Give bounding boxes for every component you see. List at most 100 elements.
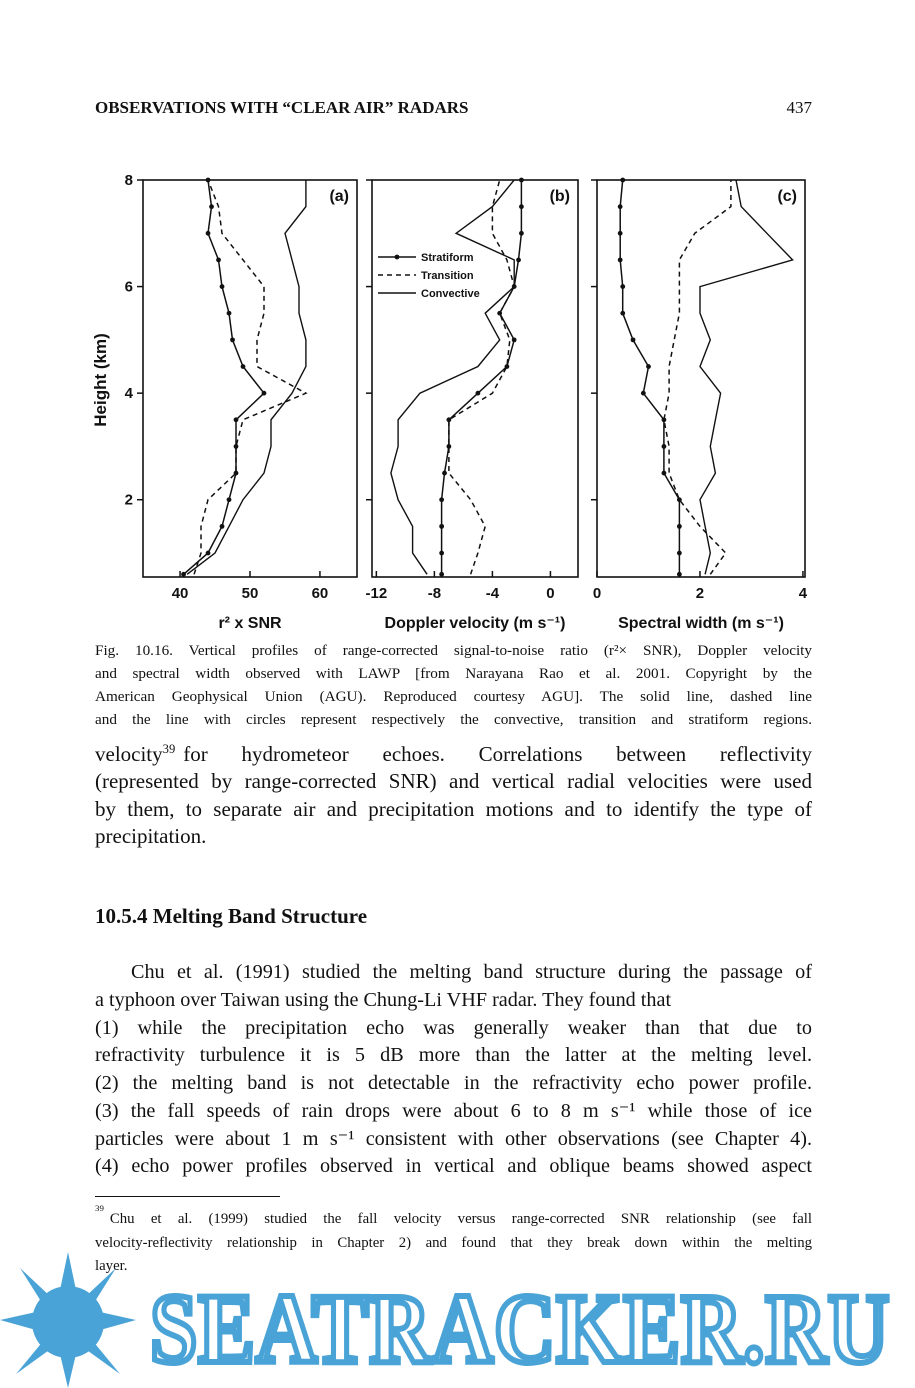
profile-point bbox=[511, 337, 517, 343]
x-tick-label: 40 bbox=[172, 585, 189, 602]
profile-point bbox=[446, 417, 452, 423]
panel-label: (b) bbox=[550, 188, 570, 205]
footnote-line: 39 Chu et al. (1999) studied the fall ve… bbox=[95, 1203, 812, 1231]
profile-line bbox=[186, 180, 307, 575]
profile-point bbox=[219, 284, 225, 289]
body-line: a typhoon over Taiwan using the Chung-Li… bbox=[95, 989, 672, 1011]
x-tick-label: 4 bbox=[799, 585, 808, 602]
body-line: Chu et al. (1991) studied the melting ba… bbox=[131, 961, 812, 983]
panel-label: (a) bbox=[329, 188, 349, 205]
profile-point bbox=[661, 470, 667, 476]
body-line: (4) echo power profiles observed in vert… bbox=[95, 1155, 812, 1177]
body-line: particles were about 1 m s⁻¹ consistent … bbox=[95, 1128, 812, 1150]
profile-point bbox=[439, 571, 445, 577]
y-axis-label: Height (km) bbox=[91, 333, 110, 427]
caption-line: and spectral width observed with LAWP [f… bbox=[95, 665, 812, 682]
x-tick-label: -8 bbox=[428, 585, 441, 602]
profile-point bbox=[181, 571, 186, 577]
axes-frame bbox=[142, 179, 358, 578]
body-line: by them, to separate air and precipitati… bbox=[95, 797, 812, 821]
profile-point bbox=[233, 470, 239, 476]
profile-point bbox=[446, 444, 452, 449]
watermark: SEATRACKER.RU bbox=[0, 1252, 892, 1388]
profile-line bbox=[699, 179, 794, 575]
profile-line bbox=[448, 179, 516, 575]
y-tick-label: 6 bbox=[125, 279, 133, 296]
x-tick-label: -4 bbox=[486, 585, 500, 602]
profile-line bbox=[193, 179, 308, 575]
legend-label: Transition bbox=[421, 270, 474, 282]
profile-point bbox=[676, 571, 682, 577]
profile-point bbox=[676, 497, 682, 503]
x-axis-label: r² x SNR bbox=[218, 615, 282, 632]
footnote-text: Chu et al. (1999) studied the fall veloc… bbox=[109, 1211, 812, 1227]
axes-frame bbox=[371, 179, 579, 578]
profile-point bbox=[216, 257, 221, 263]
footnote-line: layer. bbox=[95, 1258, 128, 1274]
profile-point bbox=[261, 390, 267, 396]
profile-point bbox=[661, 444, 667, 449]
profile-line bbox=[619, 179, 681, 575]
profile-point bbox=[439, 497, 445, 503]
profile-point bbox=[676, 550, 682, 556]
footnote-line: velocity-reflectivity relationship in Ch… bbox=[95, 1235, 812, 1251]
x-tick-label: 0 bbox=[546, 585, 554, 602]
footnote-mark: 39 bbox=[95, 1203, 104, 1213]
profile-point bbox=[620, 177, 626, 183]
body-line: (1) while the precipitation echo was gen… bbox=[95, 1017, 812, 1039]
profile-point bbox=[676, 523, 682, 529]
caption-line: Fig. 10.16. Vertical profiles of range-c… bbox=[95, 642, 812, 659]
profile-point bbox=[240, 364, 246, 369]
legend-label: Convective bbox=[421, 288, 480, 300]
x-tick-label: 2 bbox=[696, 585, 704, 602]
profile-point bbox=[516, 257, 521, 263]
profile-point bbox=[233, 417, 239, 423]
profile-point bbox=[646, 364, 651, 369]
x-tick-label: -12 bbox=[366, 585, 388, 602]
profile-point bbox=[475, 390, 481, 396]
profile-point bbox=[617, 204, 623, 210]
sun-logo bbox=[0, 1252, 136, 1388]
profile-point bbox=[617, 257, 623, 263]
profile-point bbox=[230, 337, 235, 343]
x-tick-label: 60 bbox=[312, 585, 329, 602]
panel-label: (c) bbox=[777, 188, 797, 205]
profile-point bbox=[219, 523, 225, 529]
profile-point bbox=[630, 337, 636, 343]
y-tick-label: 2 bbox=[125, 492, 133, 509]
body-line: refractivity turbulence it is 5 dB more … bbox=[95, 1044, 812, 1066]
body-line: velocity39 for hydrometeor echoes. Corre… bbox=[95, 740, 812, 768]
legend-label: Stratiform bbox=[421, 252, 474, 264]
body-text: for hydrometeor echoes. Correlations bet… bbox=[183, 742, 812, 766]
profile-point bbox=[205, 550, 211, 556]
x-tick-label: 50 bbox=[242, 585, 259, 602]
footnote-mark: 39 bbox=[162, 742, 176, 756]
word: velocity39 bbox=[95, 740, 175, 768]
y-tick-label: 8 bbox=[125, 172, 133, 189]
profile-point bbox=[439, 523, 445, 529]
section-heading: 10.5.4 Melting Band Structure bbox=[95, 904, 368, 928]
word: velocity bbox=[95, 742, 163, 766]
body-line: (3) the fall speeds of rain drops were a… bbox=[95, 1100, 812, 1122]
profile-point bbox=[226, 310, 232, 316]
profile-point bbox=[620, 284, 626, 289]
footnote-rule bbox=[95, 1196, 280, 1197]
body-line: precipitation. bbox=[95, 824, 207, 848]
profile-point bbox=[205, 230, 211, 236]
caption-line: American Geophysical Union (AGU). Reprod… bbox=[95, 688, 812, 705]
body-line: (2) the melting band is not detectable i… bbox=[95, 1072, 812, 1094]
profile-point bbox=[519, 177, 524, 183]
profile-line bbox=[663, 180, 732, 575]
profile-point bbox=[439, 550, 445, 556]
profile-line bbox=[440, 180, 523, 575]
profile-line bbox=[390, 179, 515, 575]
y-tick-label: 4 bbox=[125, 385, 134, 402]
x-tick-label: 0 bbox=[593, 585, 601, 602]
profile-point bbox=[226, 497, 232, 503]
profile-point bbox=[617, 230, 623, 236]
running-head: OBSERVATIONS WITH “CLEAR AIR” RADARS bbox=[95, 98, 469, 117]
profile-point bbox=[519, 204, 524, 210]
axes-frame bbox=[596, 179, 806, 578]
